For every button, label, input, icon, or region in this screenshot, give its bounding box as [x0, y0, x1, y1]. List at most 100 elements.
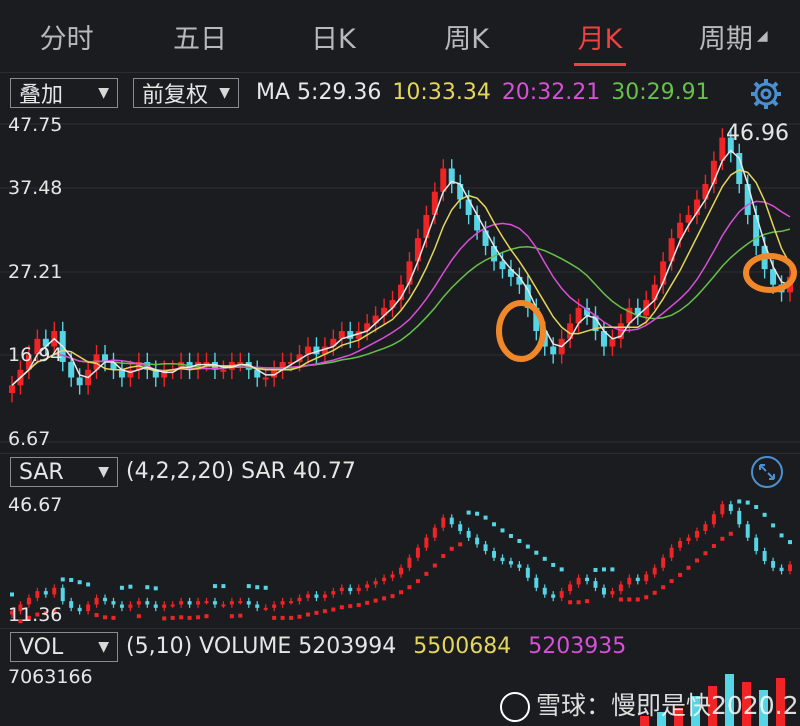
candle-body — [626, 307, 633, 324]
sar-candle-body — [551, 594, 556, 598]
sar-dot — [280, 615, 285, 620]
candle-body — [609, 338, 616, 347]
sar-dot — [618, 597, 623, 602]
ma-legend: MA 5:29.36 10:33.34 20:32.21 30:29.91 — [256, 80, 710, 105]
sar-candle-body — [720, 504, 725, 515]
sar-dot — [728, 531, 733, 536]
sar-candle-body — [754, 537, 759, 552]
candle-body — [118, 369, 125, 378]
sar-candle-body — [576, 577, 581, 585]
sar-dot — [187, 615, 192, 620]
sar-select[interactable]: SAR ▼ — [10, 457, 118, 487]
chevron-down-icon: ▼ — [98, 464, 109, 480]
price-axis-level: 27.21 — [8, 261, 63, 283]
sar-dot — [10, 592, 14, 597]
gear-icon[interactable] — [748, 76, 784, 112]
tab-daily-k[interactable]: 日K — [267, 0, 400, 72]
sar-candle-body — [280, 601, 285, 605]
candle-body — [651, 284, 658, 301]
candle-body — [102, 354, 109, 363]
sar-dot — [212, 584, 217, 589]
sar-candle-body — [196, 601, 201, 605]
sar-dot — [771, 523, 776, 528]
sar-candle-body — [18, 604, 23, 612]
candle-body — [770, 269, 777, 285]
vol-value: 5203994 — [298, 634, 397, 659]
sar-dot — [694, 558, 699, 563]
sar-candle-body — [475, 537, 480, 545]
sar-chart[interactable] — [0, 490, 800, 630]
sar-candle-body — [762, 551, 767, 562]
tab-monthly-k[interactable]: 月K — [533, 0, 666, 72]
watermark: 雪球：慢即是快2020.2 — [500, 686, 798, 722]
candle-body — [237, 362, 244, 365]
sar-candle-body — [43, 591, 48, 595]
sar-dot — [576, 600, 581, 605]
candle-body — [592, 315, 599, 332]
sar-candle-body — [128, 604, 133, 608]
sar-candle-body — [449, 517, 454, 525]
sar-candle-body — [635, 577, 640, 582]
sar-candle-body — [500, 557, 505, 562]
sar-candle-body — [441, 517, 446, 528]
sar-dot — [238, 613, 243, 618]
candle-body — [372, 315, 379, 324]
candle-body — [338, 331, 345, 339]
sar-dot — [788, 540, 792, 545]
sar-candle-body — [204, 601, 209, 604]
sar-dot — [18, 619, 23, 624]
sar-dot — [26, 615, 31, 620]
candle-body — [736, 153, 743, 184]
sar-candle-body — [593, 581, 598, 588]
sar-candle-body — [136, 601, 141, 605]
candle-body — [152, 369, 159, 378]
sar-dot — [534, 550, 539, 555]
volume-bar — [759, 690, 768, 726]
expand-icon[interactable] — [750, 455, 784, 489]
ma30-line — [11, 228, 791, 386]
sar-dot — [652, 590, 657, 595]
sar-dot — [551, 562, 556, 567]
sar-candle-body — [10, 611, 14, 615]
sar-candle-body — [356, 587, 361, 592]
sar-dot — [415, 579, 420, 584]
vol-select[interactable]: VOL ▼ — [10, 632, 118, 662]
candle-body — [169, 369, 176, 372]
sar-dot — [103, 615, 108, 620]
candle-body — [313, 346, 320, 355]
sar-dot — [627, 597, 632, 602]
sar-candle-body — [508, 561, 513, 565]
sar-candle-body — [610, 591, 615, 595]
sar-candle-body — [568, 584, 573, 592]
price-chart[interactable] — [0, 112, 800, 452]
vol-legend: (5,10) VOLUME 5203994 5500684 5203935 — [126, 634, 626, 659]
sar-dot — [43, 611, 48, 616]
price-adjust-select[interactable]: 前复权 ▼ — [133, 78, 239, 108]
sar-dot — [111, 615, 116, 620]
candle-body — [668, 238, 675, 262]
vol-params: (5,10) — [126, 634, 193, 659]
overlay-select[interactable]: 叠加 ▼ — [10, 78, 118, 108]
candle-body — [431, 191, 438, 215]
sar-axis-min: 11.36 — [8, 604, 63, 626]
tab-intraday[interactable]: 分时 — [0, 0, 133, 72]
ma10-label: 10: — [392, 80, 428, 105]
tab-label: 五日 — [172, 23, 227, 55]
sar-dot — [86, 582, 91, 587]
sar-dot — [322, 609, 327, 614]
highlight-circle — [743, 253, 797, 293]
sar-dot — [145, 585, 150, 590]
sar-dot — [94, 613, 99, 618]
tab-period[interactable]: 周期 ◢ — [667, 0, 800, 72]
xueqiu-logo-icon — [500, 692, 530, 722]
candle-body — [457, 183, 464, 200]
sar-dot — [136, 614, 141, 619]
sar-dot — [762, 512, 767, 517]
tab-five-day[interactable]: 五日 — [133, 0, 266, 72]
tab-weekly-k[interactable]: 周K — [400, 0, 533, 72]
candle-body — [296, 354, 303, 363]
candle-body — [347, 331, 354, 339]
sar-dot — [162, 616, 167, 621]
volume-bar — [691, 696, 700, 726]
sar-label: SAR — [241, 459, 286, 484]
